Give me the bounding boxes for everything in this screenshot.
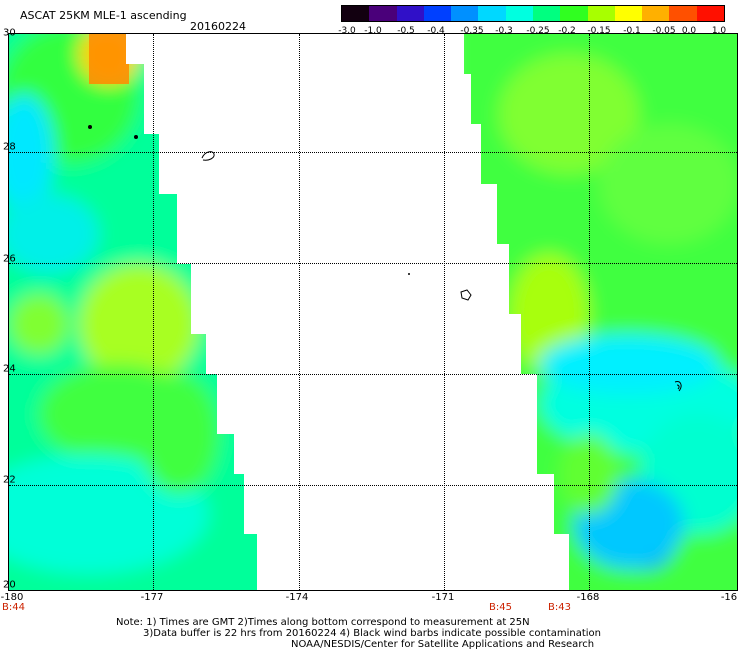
island-dot: [408, 273, 410, 275]
field-blob: [79, 264, 199, 384]
note-line-1: Note: 1) Times are GMT 2)Times along bot…: [116, 617, 530, 628]
swath-time-label: B:45: [489, 602, 512, 613]
colorbar-segment: [669, 6, 698, 21]
latitude-gridline: [9, 263, 737, 264]
colorbar-segment: [642, 6, 670, 21]
colorbar-segment: [423, 6, 452, 21]
colorbar-segment: [396, 6, 425, 21]
field-blob: [9, 454, 209, 574]
latitude-gridline: [9, 485, 737, 486]
colorbar-label: -0.2: [558, 26, 576, 36]
swath-right: [464, 34, 737, 590]
colorbar-segment: [478, 6, 507, 21]
colorbar-label: 1.0: [711, 26, 727, 36]
longitude-label: -180: [0, 592, 24, 603]
longitude-label: -16: [720, 592, 738, 603]
longitude-label: -171: [431, 592, 455, 603]
data-swaths: [9, 34, 737, 590]
longitude-label: -177: [140, 592, 164, 603]
island-dot: [134, 135, 138, 139]
colorbar-label: -3.0: [338, 26, 356, 36]
colorbar-segment: [533, 6, 561, 21]
longitude-gridline: [589, 34, 590, 590]
field-blob: [139, 374, 219, 494]
latitude-label: 28: [3, 141, 16, 153]
latitude-label: 24: [3, 363, 16, 375]
island-outline: [460, 289, 472, 301]
colorbar-segment: [451, 6, 479, 21]
colorbar-segment: [614, 6, 643, 21]
latitude-gridline: [9, 374, 737, 375]
colorbar-segment: [587, 6, 616, 21]
field-blob: [499, 54, 639, 174]
colorbar-label: -0.4: [427, 26, 445, 36]
note-line-2: 3)Data buffer is 22 hrs from 20160224 4)…: [143, 628, 601, 639]
latitude-label: 22: [3, 474, 16, 486]
field-blob: [9, 294, 69, 354]
colorbar-segment: [696, 6, 725, 21]
latitude-label: 20: [3, 579, 16, 591]
field-blob: [599, 124, 737, 244]
swath-left: [9, 34, 257, 590]
note-line-3: NOAA/NESDIS/Center for Satellite Applica…: [291, 639, 595, 650]
colorbar-segment: [369, 6, 398, 21]
island-outline: [674, 381, 682, 392]
field-hotspot: [89, 34, 129, 84]
colorbar-label: -0.1: [623, 26, 641, 36]
latitude-label: 26: [3, 253, 16, 265]
map-title: ASCAT 25KM MLE-1 ascending: [20, 9, 187, 22]
longitude-gridline: [153, 34, 154, 590]
map-date: 20160224: [190, 20, 246, 33]
colorbar-label: -0.3: [495, 26, 513, 36]
colorbar-label: -1.0: [364, 26, 382, 36]
field-blob: [9, 194, 99, 274]
swath-time-label: B:44: [2, 602, 25, 613]
map-panel: [8, 33, 738, 591]
field-blob: [539, 334, 719, 394]
colorbar-label: -0.5: [397, 26, 415, 36]
colorbar: [341, 5, 725, 22]
colorbar-label: -0.35: [460, 26, 484, 36]
longitude-gridline: [444, 34, 445, 590]
swath-time-label: B:43: [548, 602, 571, 613]
latitude-gridline: [9, 152, 737, 153]
colorbar-segment: [505, 6, 534, 21]
colorbar-label: -0.05: [652, 26, 676, 36]
field-blob: [9, 94, 54, 214]
longitude-label: -174: [285, 592, 309, 603]
colorbar-label: -0.15: [587, 26, 611, 36]
colorbar-label: 0.0: [681, 26, 697, 36]
longitude-label: -168: [576, 592, 600, 603]
island-outline: [201, 151, 215, 161]
colorbar-segment: [560, 6, 589, 21]
latitude-label: 30: [3, 27, 16, 39]
island-dot: [88, 125, 92, 129]
longitude-gridline: [299, 34, 300, 590]
colorbar-segment: [342, 6, 370, 21]
colorbar-label: -0.25: [526, 26, 550, 36]
